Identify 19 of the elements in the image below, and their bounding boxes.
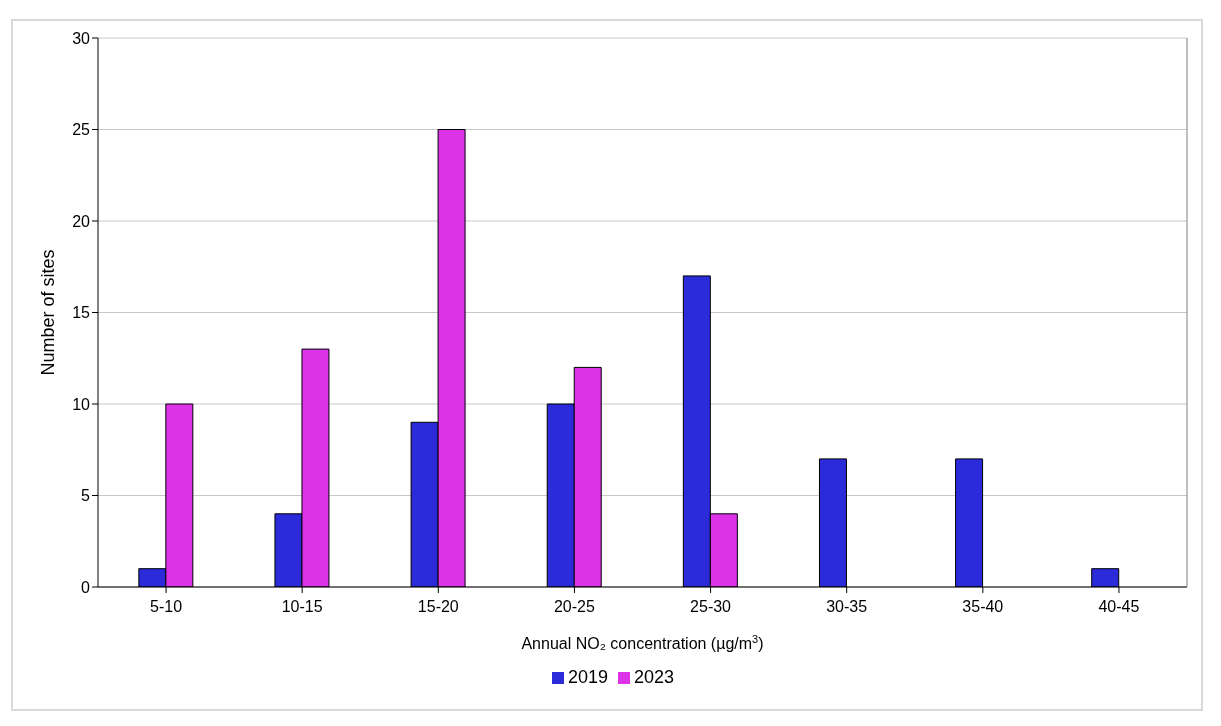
y-tick-label: 25 xyxy=(72,121,91,139)
y-axis-title: Number of sites xyxy=(38,249,59,376)
legend-label: 2023 xyxy=(634,667,675,687)
y-tick-label: 5 xyxy=(81,487,91,505)
x-tick-label: 5-10 xyxy=(150,598,183,616)
y-tick-label: 15 xyxy=(72,304,91,322)
x-tick-label: 10-15 xyxy=(281,598,323,616)
x-tick-label: 20-25 xyxy=(553,598,595,616)
y-tick-label: 20 xyxy=(72,212,91,230)
x-tick-label: 15-20 xyxy=(417,598,459,616)
x-tick-label: 40-45 xyxy=(1098,598,1140,616)
x-tick-label: 25-30 xyxy=(690,598,732,616)
x-axis-title: Annual NO₂ concentration (µg/m$^{3}$) xyxy=(521,633,764,652)
x-tick-label: 30-35 xyxy=(826,598,868,616)
y-tick-label: 10 xyxy=(72,395,91,413)
legend-label: 2019 xyxy=(567,667,608,687)
y-tick-label: 0 xyxy=(81,578,91,596)
x-tick-label: 35-40 xyxy=(962,598,1004,616)
y-tick-label: 30 xyxy=(72,29,91,47)
